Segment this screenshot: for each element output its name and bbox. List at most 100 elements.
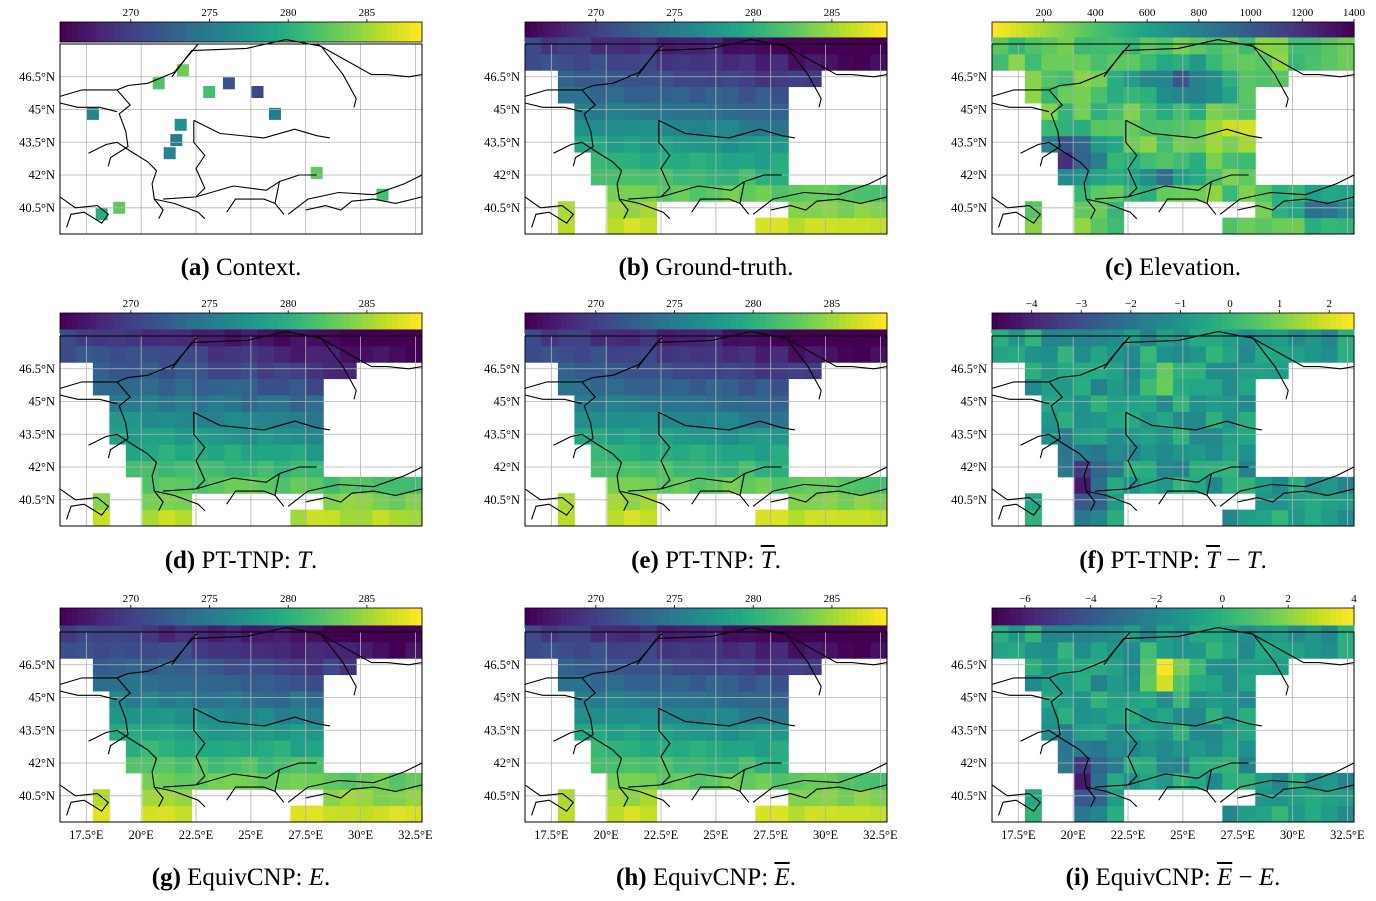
map-cell bbox=[1205, 362, 1223, 380]
map-cell bbox=[356, 493, 374, 511]
map-cell bbox=[1074, 509, 1092, 527]
map-cell bbox=[607, 723, 625, 741]
lon-tick-label: 32.5°E bbox=[863, 828, 898, 842]
colorbar-segment bbox=[579, 22, 586, 42]
map-cell bbox=[673, 70, 691, 88]
map-cell bbox=[372, 329, 390, 347]
country-border bbox=[305, 488, 423, 503]
colorbar-tick-label: 275 bbox=[666, 298, 683, 310]
map-cell bbox=[574, 641, 592, 659]
map-cell bbox=[1205, 411, 1223, 429]
map-cell bbox=[125, 345, 143, 363]
country-border bbox=[1125, 411, 1262, 431]
map-cell bbox=[788, 476, 806, 494]
map-cell bbox=[1238, 674, 1256, 692]
map-cell bbox=[590, 674, 608, 692]
map-cell bbox=[1255, 70, 1273, 88]
map-cell bbox=[738, 168, 756, 186]
map-cell bbox=[722, 625, 740, 643]
colorbar-segment bbox=[66, 608, 73, 628]
colorbar-segment bbox=[657, 313, 665, 333]
map-cell bbox=[673, 184, 691, 202]
colorbar-segment bbox=[409, 22, 417, 42]
map-cell bbox=[175, 690, 193, 708]
map-cell bbox=[1041, 119, 1059, 137]
country-border bbox=[59, 488, 110, 520]
map-cell bbox=[673, 772, 691, 790]
subtitle-label: (g) bbox=[151, 864, 181, 891]
map-cell bbox=[1107, 658, 1125, 676]
map-cell bbox=[607, 805, 625, 823]
colorbar-segment bbox=[415, 608, 423, 628]
map-cell bbox=[689, 723, 707, 741]
map-cell bbox=[257, 756, 275, 774]
map-cell bbox=[623, 345, 641, 363]
map-cell bbox=[1041, 362, 1059, 380]
map-cell bbox=[623, 707, 641, 725]
lat-tick-label: 46.5°N bbox=[19, 658, 55, 672]
colorbar-segment bbox=[361, 608, 369, 628]
map-cell bbox=[1173, 690, 1190, 708]
map-cell bbox=[804, 658, 822, 676]
map-cell bbox=[722, 168, 740, 186]
map-cell bbox=[623, 135, 641, 153]
map-cell bbox=[356, 509, 374, 527]
map-cell bbox=[706, 168, 723, 186]
map-cell bbox=[306, 345, 324, 363]
map-cell bbox=[1238, 394, 1256, 412]
colorbar-tick-label: 280 bbox=[280, 7, 297, 19]
map-cell bbox=[339, 658, 357, 676]
map-cell bbox=[1222, 509, 1240, 527]
map-cell bbox=[854, 201, 872, 219]
colorbar-segment bbox=[1142, 22, 1150, 42]
map-cell bbox=[837, 772, 855, 790]
map-cell bbox=[1238, 707, 1256, 725]
map-cell bbox=[76, 345, 94, 363]
map-cell bbox=[1304, 37, 1322, 55]
colorbar-segment bbox=[198, 313, 206, 333]
colorbar-segment bbox=[1094, 313, 1102, 333]
map-cell bbox=[1173, 378, 1190, 396]
colorbar-segment bbox=[168, 608, 176, 628]
colorbar-segment bbox=[120, 608, 127, 628]
map-cell bbox=[1140, 740, 1158, 757]
map-cell bbox=[590, 411, 608, 429]
colorbar-segment bbox=[1347, 313, 1355, 333]
colorbar-segment bbox=[343, 608, 351, 628]
colorbar-segment bbox=[126, 22, 133, 42]
map-cell bbox=[306, 411, 324, 429]
colorbar-tick-label: 270 bbox=[123, 7, 140, 19]
map-cell bbox=[1107, 772, 1125, 790]
map-cell bbox=[125, 394, 143, 412]
map-cell bbox=[574, 53, 592, 71]
map-cell bbox=[1189, 674, 1207, 692]
subtitle-a: (a) Context. bbox=[0, 254, 482, 282]
map-cell bbox=[76, 329, 94, 347]
map-cell bbox=[640, 740, 658, 757]
colorbar-segment bbox=[1269, 313, 1277, 333]
map-cell bbox=[339, 509, 357, 527]
map-cell bbox=[689, 329, 707, 347]
colorbar-segment bbox=[1004, 608, 1011, 628]
map-cell bbox=[623, 53, 641, 71]
map-cell bbox=[771, 740, 789, 757]
map-cell bbox=[1140, 184, 1158, 202]
country-border bbox=[524, 631, 664, 685]
map-cell bbox=[1238, 37, 1256, 55]
colorbar-segment bbox=[1185, 608, 1192, 628]
subtitle-label: (d) bbox=[164, 547, 196, 574]
map-cell bbox=[191, 740, 209, 757]
map-cell bbox=[689, 690, 707, 708]
map-cell bbox=[224, 690, 242, 708]
colorbar-segment bbox=[808, 313, 816, 333]
map-cell bbox=[788, 641, 806, 659]
map-cell bbox=[290, 674, 308, 692]
map-cell bbox=[607, 53, 625, 71]
colorbar-segment bbox=[730, 22, 737, 42]
colorbar-tick-label: −2 bbox=[1151, 593, 1163, 605]
map-cell bbox=[290, 411, 308, 429]
map-cell bbox=[771, 184, 789, 202]
map-cell bbox=[273, 411, 291, 429]
map-cell bbox=[1090, 168, 1108, 186]
map-cell bbox=[1156, 690, 1174, 708]
